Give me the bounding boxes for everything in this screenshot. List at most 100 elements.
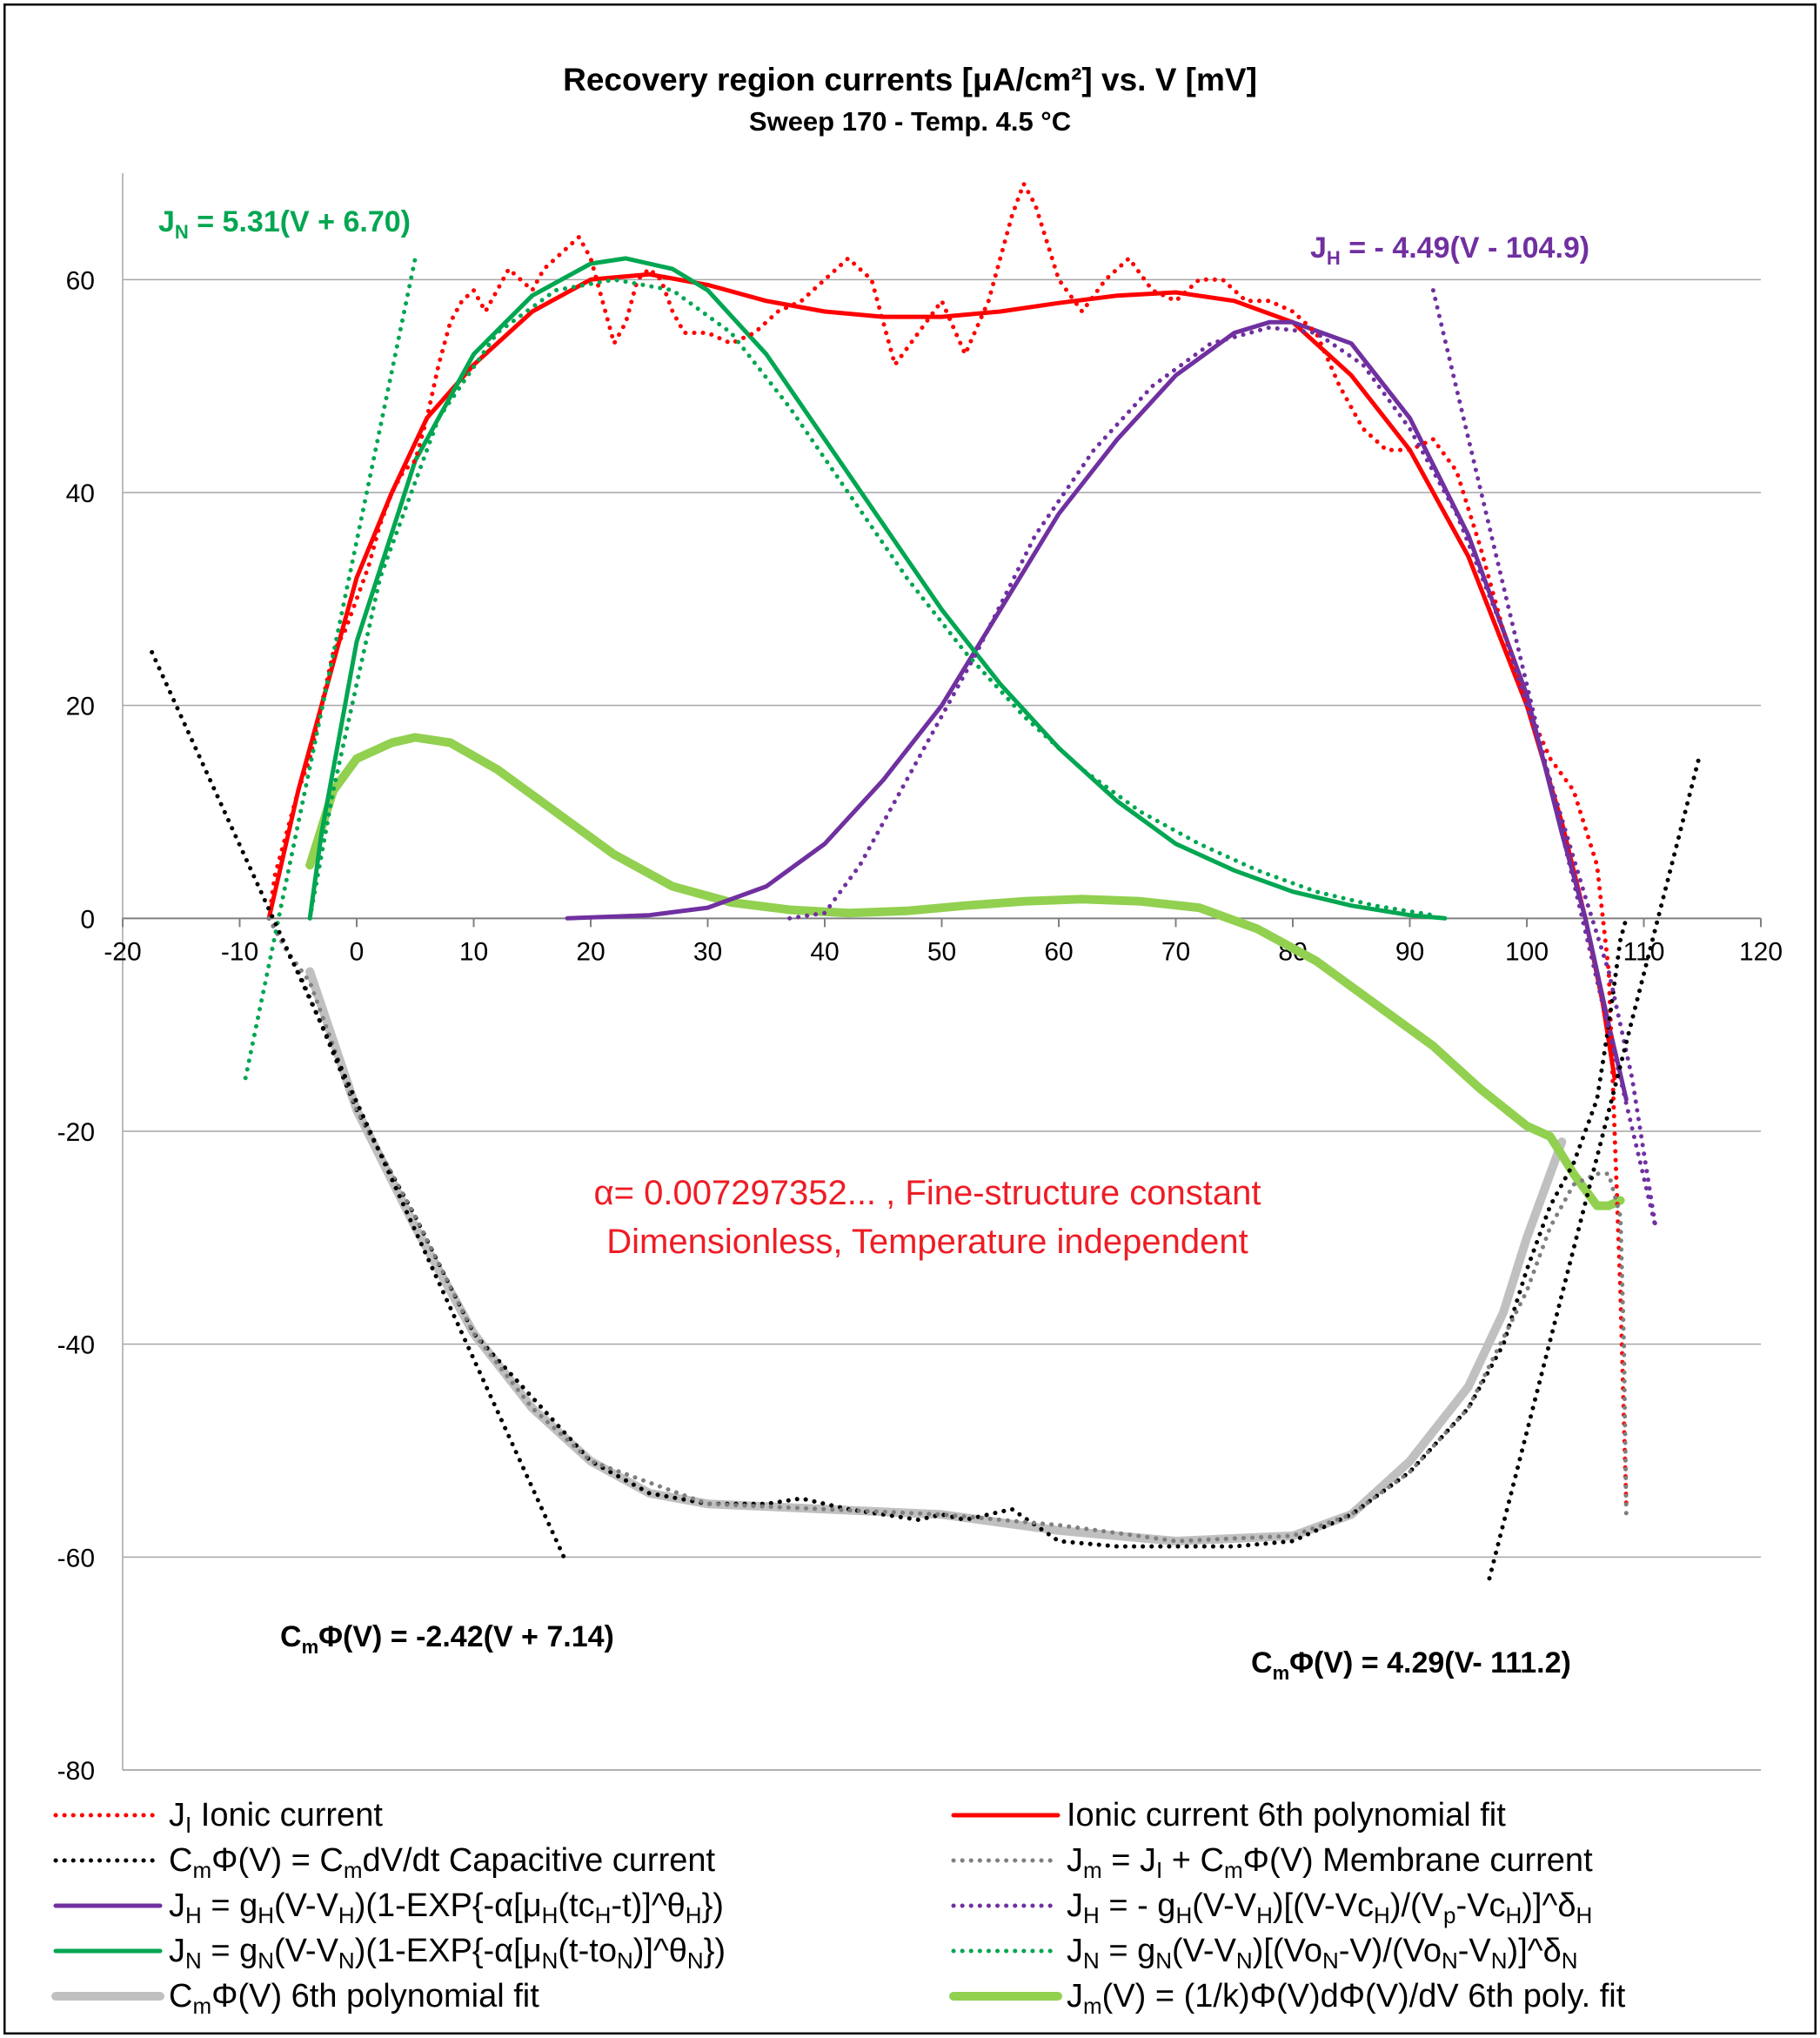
legend-label-7-rest4: -V)/(Vo: [1339, 1933, 1442, 1969]
legend-label-6-sub3: N: [338, 1947, 355, 1974]
legend-label-8-rest: Φ(V) 6th polynomial fit: [211, 1978, 539, 2015]
legend-label-8-text: C: [169, 1978, 192, 2015]
legend-label-5-rest2: (V-V: [1192, 1887, 1257, 1924]
legend-label-5-rest5: -Vc: [1456, 1887, 1506, 1924]
legend-label-5-text: J: [1067, 1887, 1083, 1924]
legend-label-4-rest4: (tc: [558, 1887, 594, 1924]
series-line-3: [266, 915, 1629, 1544]
legend-label-7-rest: = g: [1100, 1933, 1155, 1969]
eq-jh-main: J: [1310, 231, 1327, 265]
legend-label-7-rest5: -V: [1458, 1933, 1492, 1969]
chart-frame: Recovery region currents [μA/cm²] vs. V …: [3, 3, 1817, 2035]
legend-label-5-sub3: H: [1256, 1902, 1273, 1928]
series-layer: [150, 178, 1702, 1581]
eq-cm-right-sub: m: [1273, 1662, 1290, 1684]
legend-label-5-sub7: H: [1576, 1902, 1592, 1928]
legend-label-0-rest: Ionic current: [191, 1797, 383, 1834]
y-tick-label-5: 20: [66, 693, 95, 721]
series-line-9: [305, 733, 1625, 1210]
legend-label-4-sub2: H: [258, 1902, 274, 1928]
legend-label-9: Jm(V) = (1/k)Φ(V)dΦ(V)/dV 6th poly. fit: [1067, 1978, 1626, 2019]
chart-subtitle: Sweep 170 - Temp. 4.5 °C: [749, 106, 1071, 137]
legend-label-6-sub5: N: [617, 1947, 633, 1974]
legend-label-3-rest: = J: [1102, 1842, 1156, 1879]
legend-label-6-sub4: N: [542, 1947, 559, 1974]
eq-cm-left-main: C: [280, 1620, 302, 1653]
legend-label-9-rest: (V) = (1/k)Φ(V)dΦ(V)/dV 6th poly. fit: [1102, 1978, 1626, 2015]
legend-label-5-rest4: )/(V: [1390, 1887, 1444, 1924]
legend-label-3-text: J: [1067, 1842, 1083, 1879]
eq-jn: JN = 5.31(V + 6.70): [158, 205, 411, 243]
legend-label-2: CmΦ(V) = CmdV/dt Capacitive current: [169, 1842, 716, 1883]
series-line-0: [266, 178, 1629, 1506]
eq-cm-right: CmΦ(V) = 4.29(V- 111.2): [1251, 1646, 1571, 1684]
legend-label-6-sub2: N: [258, 1947, 274, 1974]
series-line-12: [150, 650, 566, 1559]
legend-label-3-sub3: m: [1224, 1857, 1243, 1883]
series-line-1: [266, 272, 1617, 1081]
legend-label-4-sub4: H: [542, 1902, 559, 1928]
series-line-7: [307, 277, 1435, 921]
legend-label-7-sub4: N: [1322, 1947, 1339, 1974]
axis-layer: -20 -10 0 10 20 30 40 50 60 70 80 90 100 110 120-80-60…: [57, 173, 1783, 1786]
x-tick-label-2: 0: [350, 937, 365, 966]
legend-label-5-rest6: )]^δ: [1522, 1887, 1576, 1924]
legend-label-2-text: C: [169, 1842, 192, 1879]
eq-jn-rest: = 5.31(V + 6.70): [189, 205, 411, 238]
x-tick-label-3: 10: [459, 937, 488, 966]
eq-jh: JH = - 4.49(V - 104.9): [1310, 231, 1589, 269]
legend-label-1-text: Ionic current 6th polynomial fit: [1067, 1797, 1506, 1834]
legend-label-7: JN = gN(V-VN)[(VoN-V)/(VoN-VN)]^δN: [1067, 1933, 1578, 1974]
y-tick-label-3: -20: [57, 1118, 95, 1147]
legend-label-3-rest3: Φ(V) Membrane current: [1243, 1842, 1593, 1879]
legend-label-5-sub2: H: [1175, 1902, 1192, 1928]
x-tick-label-14: 120: [1739, 937, 1783, 966]
eq-cm-left: CmΦ(V) = -2.42(V + 7.14): [280, 1620, 614, 1658]
legend-label-6-sub6: N: [687, 1947, 704, 1974]
legend-label-5-rest: = - g: [1100, 1887, 1176, 1924]
eq-jh-sub: H: [1327, 247, 1341, 269]
legend-label-5-sub6: H: [1506, 1902, 1522, 1928]
legend-label-5-sub4: H: [1374, 1902, 1390, 1928]
legend-label-6-rest6: }): [704, 1933, 726, 1969]
legend-label-3-rest2: + C: [1162, 1842, 1224, 1879]
x-tick-label-11: 90: [1395, 937, 1424, 966]
legend-label-5-sub5: p: [1443, 1902, 1455, 1928]
legend-label-5: JH = - gH(V-VH)[(V-VcH)/(Vp-VcH)]^δH: [1067, 1887, 1592, 1928]
eq-jn-main: J: [158, 205, 175, 238]
note-alpha-line2: Dimensionless, Temperature independent: [606, 1223, 1248, 1261]
legend-label-4: JH = gH(V-VH)(1-EXP{-α[μH(tcH-t)]^θH}): [169, 1887, 724, 1928]
y-tick-label-2: -40: [57, 1331, 95, 1360]
legend-label-4-rest: = g: [202, 1887, 258, 1924]
x-tick-label-0: -20: [104, 937, 141, 966]
series-line-2: [266, 915, 1629, 1549]
eq-cm-left-rest: Φ(V) = -2.42(V + 7.14): [318, 1620, 614, 1653]
legend-label-4-rest3: )(1-EXP{-α[μ: [355, 1887, 542, 1924]
legend-label-3-sub: m: [1083, 1857, 1102, 1883]
legend-label-3-sub2: I: [1156, 1857, 1162, 1883]
x-tick-label-7: 50: [927, 937, 956, 966]
legend-label-9-text: J: [1067, 1978, 1083, 2015]
legend-label-1: Ionic current 6th polynomial fit: [1067, 1797, 1506, 1834]
legend-label-6-rest2: (V-V: [274, 1933, 339, 1969]
legend-label-4-sub: H: [185, 1902, 202, 1928]
series-line-8: [305, 967, 1567, 1545]
x-tick-label-4: 20: [576, 937, 605, 966]
chart-title: Recovery region currents [μA/cm²] vs. V …: [563, 62, 1257, 97]
eq-jh-rest: = - 4.49(V - 104.9): [1341, 231, 1589, 265]
series-line-6: [307, 256, 1448, 921]
x-tick-label-9: 70: [1161, 937, 1190, 966]
note-alpha-line1: α= 0.007297352... , Fine-structure const…: [594, 1174, 1261, 1212]
y-tick-label-7: 60: [66, 266, 95, 295]
legend-label-7-sub: N: [1083, 1947, 1100, 1974]
legend-label-4-sub5: H: [595, 1902, 612, 1928]
legend-label-0-sub: I: [185, 1812, 191, 1838]
y-tick-label-6: 40: [66, 479, 95, 508]
legend-label-4-sub3: H: [338, 1902, 355, 1928]
legend-label-6-rest5: )]^θ: [633, 1933, 687, 1969]
legend-label-5-sub: H: [1083, 1902, 1100, 1928]
chart-svg: Recovery region currents [μA/cm²] vs. V …: [3, 3, 1817, 2035]
x-tick-label-5: 30: [693, 937, 722, 966]
legend-label-7-text: J: [1067, 1933, 1083, 1969]
legend-label-7-sub6: N: [1491, 1947, 1508, 1974]
